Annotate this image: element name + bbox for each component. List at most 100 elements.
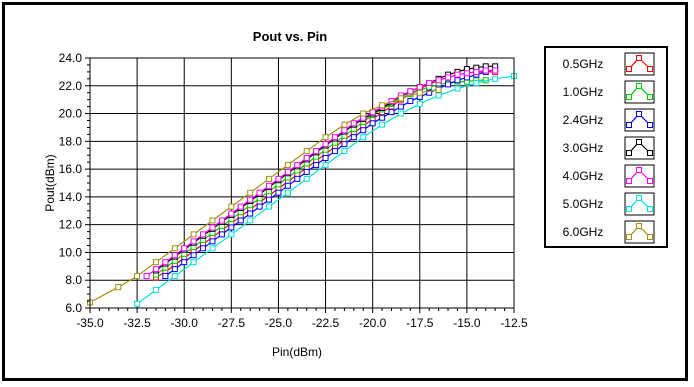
data-point [303, 168, 310, 175]
data-point [266, 175, 273, 182]
legend-swatch-marker [636, 139, 642, 145]
data-point [303, 175, 310, 182]
legend-label: 5.0GHz [563, 197, 604, 211]
data-point [200, 245, 207, 252]
legend-swatch-marker [647, 94, 653, 100]
y-tick-label: 14.0 [59, 190, 83, 204]
legend-label: 1.0GHz [563, 85, 604, 99]
data-point [331, 148, 338, 155]
data-point [115, 284, 122, 291]
x-tick-label: -27.5 [218, 316, 246, 330]
data-point [266, 196, 273, 203]
legend-swatch-marker [647, 122, 653, 128]
legend-label: 2.4GHz [563, 113, 604, 127]
series-6.0GHz [87, 86, 442, 306]
y-tick-label: 16.0 [59, 162, 83, 176]
data-point [341, 148, 348, 155]
legend-swatch-marker [647, 66, 653, 72]
data-point [152, 286, 159, 293]
data-point [256, 203, 263, 210]
data-point [331, 134, 338, 141]
legend-label: 4.0GHz [563, 169, 604, 183]
data-point [228, 224, 235, 231]
data-point [303, 155, 310, 161]
data-point [171, 266, 178, 273]
data-point [190, 259, 197, 266]
legend-swatch-marker [626, 150, 632, 156]
data-point [322, 155, 329, 161]
x-tick-label: -30.0 [171, 316, 199, 330]
data-point [341, 121, 348, 128]
data-point [322, 161, 329, 168]
data-point [341, 127, 348, 134]
data-point [313, 148, 320, 155]
x-tick-label: -20.0 [359, 316, 387, 330]
data-point [463, 70, 470, 77]
x-axis-label: Pin(dBm) [272, 345, 322, 359]
data-point [247, 189, 254, 196]
data-point [379, 102, 386, 109]
legend-swatch-marker [636, 167, 642, 173]
x-tick-label: -35.0 [76, 316, 104, 330]
legend-swatch-marker [636, 223, 642, 229]
series-5.0GHz [134, 73, 517, 307]
data-point [266, 182, 273, 189]
legend-swatch-box [624, 108, 655, 132]
legend: 0.5GHz 1.0GHz 2.4GHz 3.0GHz 4.0GHz 5.0GHz 6.0G… [544, 46, 668, 248]
x-tick-label: -25.0 [265, 316, 293, 330]
legend-swatch-marker [636, 195, 642, 201]
data-point [218, 231, 225, 238]
data-point [284, 182, 291, 189]
data-point [322, 134, 329, 141]
data-point [152, 259, 159, 266]
data-point [454, 77, 461, 84]
data-point [426, 80, 433, 86]
data-point [275, 175, 282, 182]
data-point [473, 80, 480, 86]
legend-swatch-marker [626, 94, 632, 100]
data-point [454, 85, 461, 92]
data-point [397, 110, 404, 117]
y-tick-label: 6.0 [65, 301, 82, 315]
data-point [473, 68, 480, 75]
legend-swatch-marker [647, 178, 653, 184]
data-point [143, 273, 150, 280]
legend-swatch-marker [647, 234, 653, 240]
data-point [445, 81, 452, 88]
data-point [407, 98, 414, 105]
data-point [237, 217, 244, 224]
y-axis-label: Pout(dBm) [43, 154, 57, 211]
data-point [152, 266, 159, 273]
data-point [134, 300, 141, 307]
data-point [190, 231, 197, 238]
data-point [369, 120, 376, 127]
legend-label: 0.5GHz [563, 57, 604, 71]
y-tick-label: 18.0 [59, 134, 83, 148]
y-tick-label: 10.0 [59, 245, 83, 259]
data-point [322, 141, 329, 148]
data-point [379, 114, 386, 121]
data-point [313, 161, 320, 168]
data-point [482, 67, 489, 74]
data-point [181, 259, 188, 266]
data-point [237, 203, 244, 210]
data-point [209, 224, 216, 231]
legend-label: 3.0GHz [563, 141, 604, 155]
legend-swatch-marker [626, 178, 632, 184]
data-point [284, 161, 291, 168]
legend-swatch-marker [647, 206, 653, 212]
legend-swatch-marker [636, 55, 642, 61]
data-point [190, 252, 197, 259]
legend-swatch-box [624, 192, 655, 216]
data-point [247, 217, 254, 224]
legend-swatch-box [624, 136, 655, 160]
data-point [134, 273, 141, 280]
data-point [171, 252, 178, 259]
data-point [200, 231, 207, 238]
data-point [397, 95, 404, 102]
data-point [190, 238, 197, 245]
data-point [162, 273, 169, 280]
data-point [247, 196, 254, 203]
data-point [426, 89, 433, 96]
